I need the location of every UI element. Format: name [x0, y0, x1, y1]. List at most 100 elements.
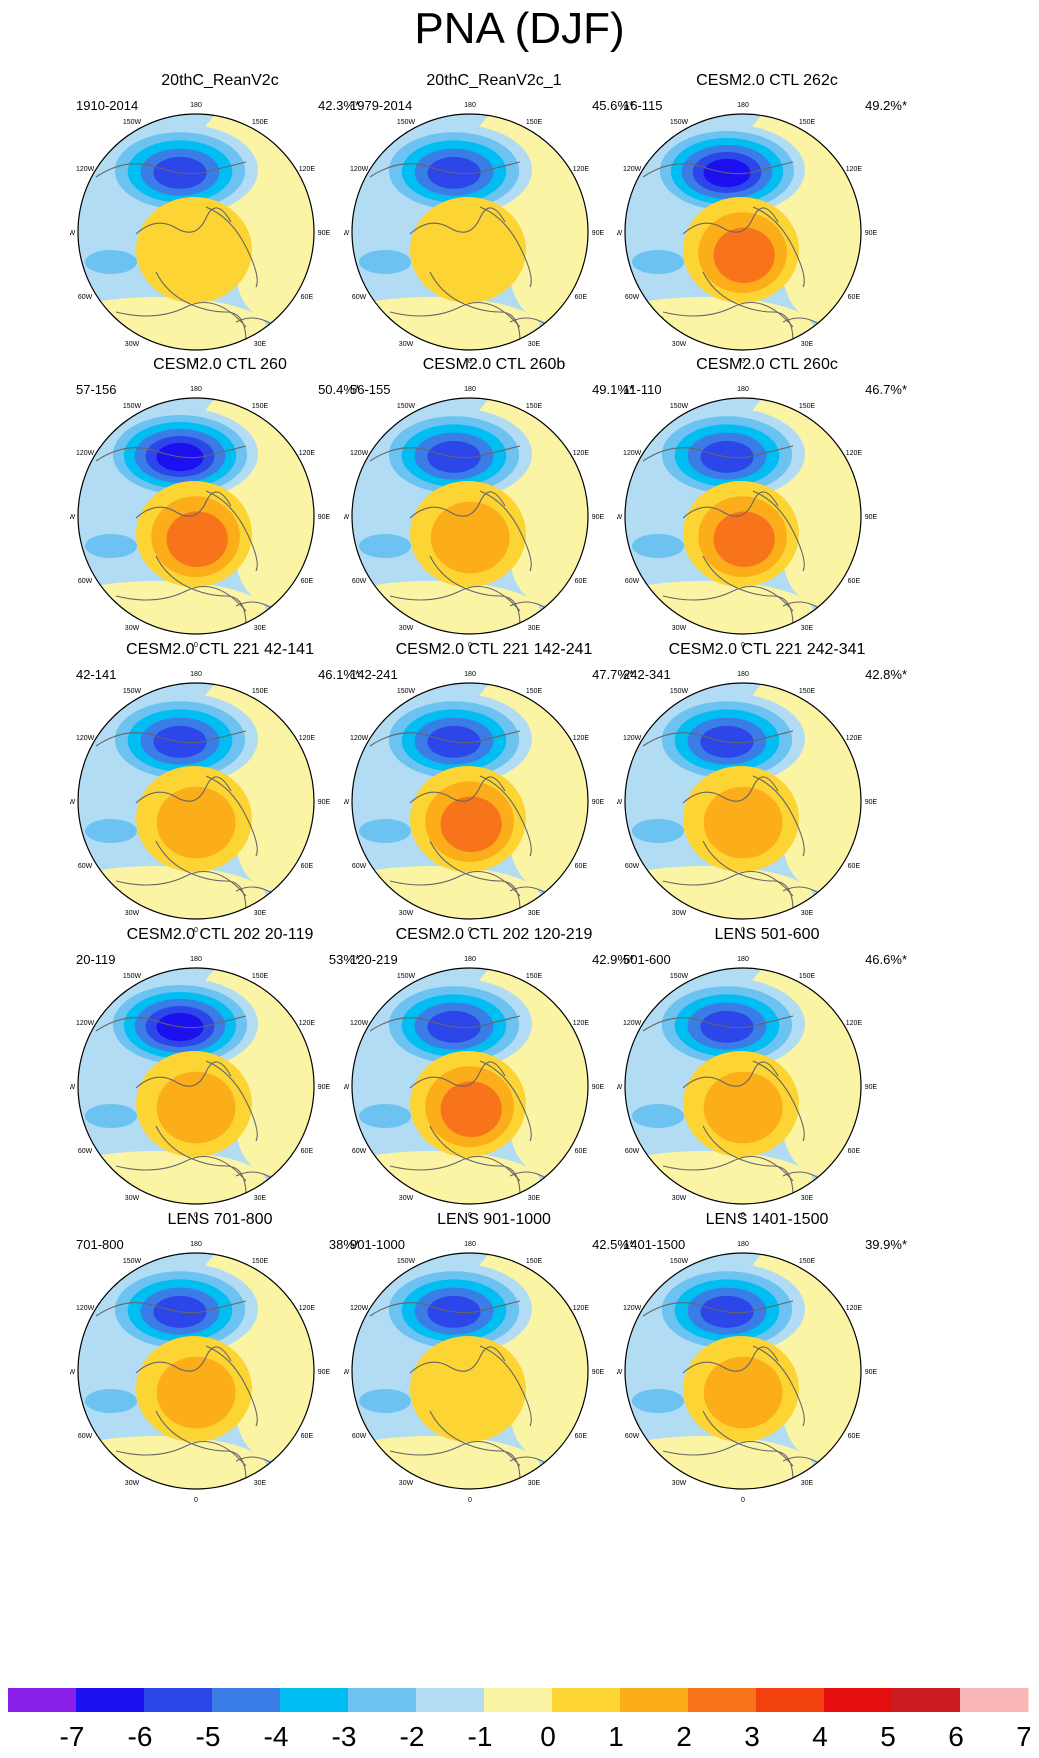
panel-title: CESM2.0 CTL 221 42-141 [126, 641, 314, 658]
polar-map: 180 150E 120E 90E 60E 30E 0 30W 60W 90W 120W 150W [70, 671, 330, 934]
colorbar-swatch [688, 1688, 757, 1712]
panel-title: CESM2.0 CTL 260b [422, 356, 566, 373]
longitude-label: 30E [801, 341, 814, 348]
longitude-label: 90W [70, 1084, 76, 1091]
longitude-label: 150E [799, 973, 816, 980]
longitude-label: 90W [344, 799, 350, 806]
colorbar-swatch [484, 1688, 553, 1712]
longitude-label: 60E [575, 1148, 588, 1155]
longitude-label: 90W [70, 1369, 76, 1376]
colorbar-tick-label: 1 [608, 1721, 624, 1750]
longitude-label: 150W [670, 973, 689, 980]
colorbar-swatch [280, 1688, 349, 1712]
colorbar: -7 -6 -5 -4 -3 -2 -1 0 1 2 3 4 5 6 7 [8, 1688, 1030, 1750]
longitude-label: 120W [623, 1305, 642, 1312]
longitude-label: 30W [399, 1195, 414, 1202]
longitude-label: 0 [194, 642, 198, 649]
longitude-label: 60E [848, 294, 861, 301]
longitude-label: 60E [301, 1433, 314, 1440]
longitude-label: 30W [125, 910, 140, 917]
longitude-label: 120E [299, 1020, 316, 1027]
negative-contour [632, 1104, 684, 1128]
longitude-label: 150E [252, 973, 269, 980]
longitude-label: 90W [617, 799, 623, 806]
map-panel: CESM2.0 CTL 221 42-141 42-141 46.1%* 180 150… [70, 641, 370, 961]
positive-contour [156, 786, 236, 859]
coastlines [642, 730, 824, 912]
map-boundary [351, 113, 589, 351]
longitude-label: 150W [123, 973, 142, 980]
longitude-label: 30E [528, 625, 541, 632]
longitude-label: 60W [78, 1433, 93, 1440]
longitude-label: 120E [299, 735, 316, 742]
longitude-label: 90E [592, 799, 604, 806]
longitude-label: 150E [526, 688, 543, 695]
longitude-label: 30E [254, 910, 267, 917]
longitude-label: 180 [464, 386, 476, 393]
longitude-label: 60W [78, 1148, 93, 1155]
longitude-label: 120E [299, 1305, 316, 1312]
longitude-label: 150W [670, 1258, 689, 1265]
longitude-label: 180 [190, 102, 202, 109]
colorbar-swatch [756, 1688, 825, 1712]
longitude-label: 180 [190, 1241, 202, 1248]
longitude-label: 90E [592, 1369, 604, 1376]
panel-period: 1910-2014 [76, 98, 139, 113]
longitude-label: 30W [399, 1480, 414, 1487]
colorbar-tick-label: -6 [128, 1721, 153, 1750]
polar-map: 180 150E 120E 90E 60E 30E 0 30W 60W 90W 120W 150W [70, 956, 330, 1219]
longitude-label: 120E [573, 735, 590, 742]
panel-period: 242-341 [623, 667, 671, 682]
longitude-label: 120W [76, 450, 95, 457]
longitude-label: 90E [865, 230, 877, 237]
longitude-label: 0 [741, 1497, 745, 1504]
longitude-label: 60E [301, 863, 314, 870]
panel-period: 56-155 [350, 382, 391, 397]
longitude-label: 30E [801, 910, 814, 917]
negative-contour [632, 534, 684, 558]
longitude-label: 120W [623, 1020, 642, 1027]
panel-title: CESM2.0 CTL 262c [696, 72, 838, 89]
coastlines [369, 445, 551, 627]
map-panel: CESM2.0 CTL 260 57-156 50.4%* 180 150E 120E 90… [70, 356, 370, 676]
colorbar-swatch [212, 1688, 281, 1712]
longitude-label: 90E [318, 799, 330, 806]
longitude-label: 30W [672, 1480, 687, 1487]
polar-map: 180 150E 120E 90E 60E 30E 0 30W 60W 90W 120W 150W [617, 1241, 877, 1504]
longitude-label: 150E [526, 1258, 543, 1265]
positive-contour [156, 1356, 236, 1429]
longitude-label: 180 [464, 956, 476, 963]
colorbar-tick-label: -2 [400, 1721, 425, 1750]
map-boundary [624, 682, 862, 920]
longitude-label: 90E [318, 1084, 330, 1091]
colorbar-swatch [416, 1688, 485, 1712]
colorbar-tick-label: 3 [744, 1721, 760, 1750]
coastlines [642, 1015, 824, 1197]
longitude-label: 90W [617, 230, 623, 237]
map-panel: CESM2.0 CTL 260b 56-155 49.1%* 180 150E 120E 9… [344, 356, 644, 676]
longitude-label: 60E [848, 863, 861, 870]
positive-contour [166, 511, 228, 567]
longitude-label: 120W [350, 1020, 369, 1027]
colorbar-swatch [892, 1688, 961, 1712]
map-panel: LENS 701-800 701-800 38%* 180 150E 120E 90E 60E… [70, 1211, 370, 1531]
panel-period: 701-800 [76, 1237, 124, 1252]
colorbar-tick-label: -3 [332, 1721, 357, 1750]
longitude-label: 60E [301, 578, 314, 585]
panel-period: 57-156 [76, 382, 117, 397]
panel-title: CESM2.0 CTL 260c [696, 356, 838, 373]
longitude-label: 30E [528, 1480, 541, 1487]
longitude-label: 90W [617, 514, 623, 521]
longitude-label: 120W [350, 450, 369, 457]
longitude-label: 60W [352, 863, 367, 870]
longitude-label: 60W [352, 294, 367, 301]
longitude-label: 120W [76, 1020, 95, 1027]
longitude-label: 30W [399, 625, 414, 632]
longitude-label: 120E [573, 166, 590, 173]
longitude-label: 90E [592, 1084, 604, 1091]
positive-contour [440, 796, 502, 852]
longitude-label: 0 [741, 642, 745, 649]
longitude-label: 180 [464, 102, 476, 109]
longitude-label: 120W [623, 166, 642, 173]
polar-map: 180 150E 120E 90E 60E 30E 0 30W 60W 90W 120W 150W [70, 1241, 330, 1504]
